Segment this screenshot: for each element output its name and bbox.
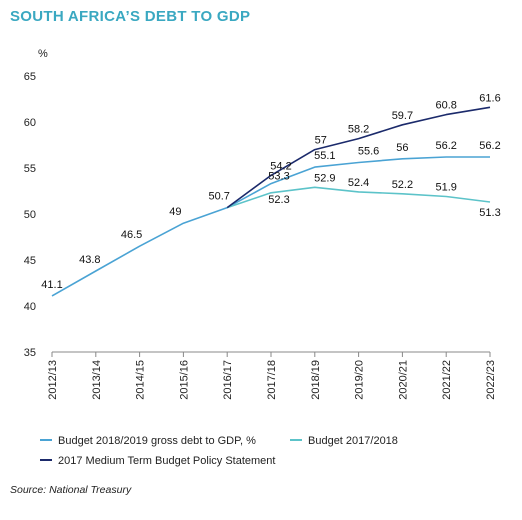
data-label: 52.4 <box>348 177 369 189</box>
x-tick-label: 2022/23 <box>485 360 497 400</box>
data-label: 41.1 <box>41 279 62 291</box>
source-note: Source: National Treasury <box>10 484 132 496</box>
series-line-3 <box>226 106 491 209</box>
series-line-2 <box>226 186 491 209</box>
x-tick-label: 2017/18 <box>266 360 278 400</box>
data-label: 56.2 <box>479 140 500 152</box>
y-tick-label: 45 <box>24 255 36 267</box>
data-label: 56.2 <box>435 140 456 152</box>
data-label: 52.3 <box>268 194 289 206</box>
data-label: 59.7 <box>392 110 413 122</box>
y-tick-label: 50 <box>24 209 36 221</box>
x-tick-label: 2013/14 <box>91 360 103 400</box>
x-tick-label: 2016/17 <box>222 360 234 400</box>
x-tick-label: 2019/20 <box>354 360 366 400</box>
legend-label: Budget 2017/2018 <box>308 435 398 447</box>
x-tick-label: 2014/15 <box>135 360 147 400</box>
y-tick-label: 60 <box>24 117 36 129</box>
data-label: 54.2 <box>270 160 291 172</box>
x-tick-label: 2015/16 <box>178 360 190 400</box>
x-tick-label: 2012/13 <box>47 360 59 400</box>
data-label: 51.9 <box>435 182 456 194</box>
data-label: 46.5 <box>121 229 142 241</box>
y-axis: 35 40 45 50 55 60 65 <box>24 71 36 359</box>
data-label: 58.2 <box>348 124 369 136</box>
y-tick-label: 40 <box>24 301 36 313</box>
data-label: 52.2 <box>392 179 413 191</box>
x-axis: 2012/13 2013/14 2014/15 2015/16 2016/17 2017/… <box>47 351 497 400</box>
data-label: 43.8 <box>79 254 100 266</box>
data-label: 50.7 <box>208 191 229 203</box>
y-tick-label: 65 <box>24 71 36 83</box>
data-label: 60.8 <box>435 100 456 112</box>
data-label: 57 <box>315 135 327 147</box>
y-axis-label: % <box>38 48 48 60</box>
data-label: 49 <box>169 206 181 218</box>
y-tick-label: 55 <box>24 163 36 175</box>
data-label: 51.3 <box>479 207 500 219</box>
data-label: 52.9 <box>314 172 335 184</box>
y-tick-label: 35 <box>24 347 36 359</box>
x-tick-label: 2018/19 <box>310 360 322 400</box>
chart-title: SOUTH AFRICA’S DEBT TO GDP <box>10 8 251 25</box>
data-label: 61.6 <box>479 92 500 104</box>
series-lines <box>51 106 491 297</box>
series-line-1 <box>51 156 490 297</box>
data-label: 56 <box>396 142 408 154</box>
x-tick-label: 2021/22 <box>441 360 453 400</box>
data-labels: 41.1 43.8 46.5 49 50.7 53.3 55.1 55.6 56 56.2 56.2… <box>41 92 500 291</box>
legend: Budget 2018/2019 gross debt to GDP, % Bud… <box>40 435 398 467</box>
data-label: 53.3 <box>268 171 289 183</box>
legend-label: 2017 Medium Term Budget Policy Statement <box>58 455 275 467</box>
x-tick-label: 2020/21 <box>397 360 409 400</box>
data-label: 55.6 <box>358 145 379 157</box>
data-label: 55.1 <box>314 150 335 162</box>
legend-label: Budget 2018/2019 gross debt to GDP, % <box>58 435 256 447</box>
